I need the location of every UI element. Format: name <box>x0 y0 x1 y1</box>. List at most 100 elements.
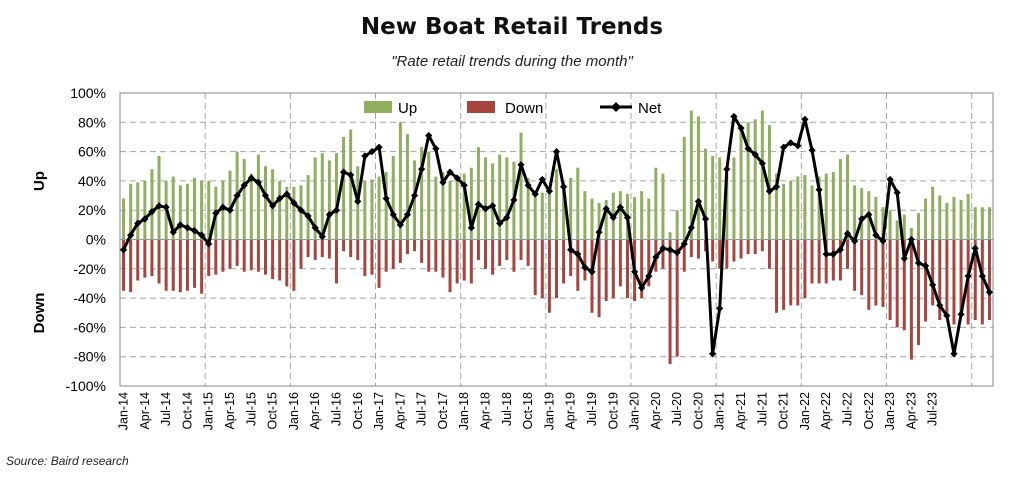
axes <box>119 92 994 387</box>
down-bar <box>760 239 764 252</box>
net-marker <box>787 139 795 147</box>
down-bar <box>916 239 920 345</box>
down-bar <box>505 239 509 261</box>
net-marker <box>581 263 589 271</box>
net-marker <box>950 350 958 358</box>
net-marker <box>645 272 653 280</box>
down-bar <box>796 239 800 306</box>
down-bar <box>164 239 168 291</box>
net-marker <box>964 272 972 280</box>
x-tick-label: Jan-19 <box>542 392 556 430</box>
up-bar <box>718 157 722 240</box>
up-bar <box>767 125 771 240</box>
net-marker <box>893 189 901 197</box>
down-bar <box>143 239 147 278</box>
plot-border <box>119 92 994 387</box>
down-bar <box>952 239 956 325</box>
up-bar <box>278 180 282 240</box>
net-marker <box>609 213 617 222</box>
up-bar <box>796 176 800 240</box>
net-marker <box>183 224 192 232</box>
legend-down-label: Down <box>505 100 543 117</box>
x-tick-label: Oct-20 <box>691 392 705 430</box>
up-bar <box>874 197 878 240</box>
down-bar <box>846 239 849 269</box>
up-bar <box>824 173 828 240</box>
x-tick-label: Jan-21 <box>713 392 727 430</box>
up-bar <box>264 166 267 240</box>
source-note: Source: Baird research <box>6 454 129 468</box>
down-bar <box>753 239 757 255</box>
up-bar <box>434 176 438 240</box>
down-bar <box>271 239 275 280</box>
down-bar <box>150 239 154 277</box>
legend: Up Down Net <box>364 100 662 117</box>
net-marker <box>276 194 284 203</box>
down-bar <box>597 239 601 318</box>
up-bar <box>242 158 246 240</box>
down-bar <box>526 239 530 266</box>
net-marker <box>531 190 539 198</box>
net-marker <box>155 202 163 210</box>
legend-net-label: Net <box>638 100 662 117</box>
up-bar <box>185 183 189 240</box>
net-marker <box>602 205 610 213</box>
y-tick-label: -100% <box>66 378 106 394</box>
net-marker <box>630 268 639 276</box>
net-marker <box>368 148 376 156</box>
down-bar <box>959 239 963 313</box>
up-bar <box>888 210 892 240</box>
y-tick-label: -60% <box>73 319 106 335</box>
up-bar <box>540 192 544 240</box>
up-bar <box>526 177 530 240</box>
up-bar <box>576 167 580 240</box>
x-tick-label: Jan-20 <box>628 392 642 430</box>
down-bar <box>980 239 984 325</box>
down-bar <box>178 239 182 293</box>
down-bar <box>647 239 651 287</box>
up-bar <box>370 179 374 240</box>
net-line <box>119 112 994 358</box>
up-bar <box>916 213 920 240</box>
net-marker <box>375 143 383 151</box>
down-bar <box>462 239 466 281</box>
net-marker <box>822 250 830 258</box>
up-bars <box>122 110 991 240</box>
y-tick-label: 40% <box>78 173 106 189</box>
net-marker <box>616 203 624 211</box>
x-tick-label: Oct-18 <box>521 392 535 430</box>
y-tick-label: 100% <box>70 85 106 101</box>
up-bar <box>590 198 594 240</box>
net-marker <box>134 219 142 227</box>
net-marker <box>403 210 412 219</box>
x-tick-label: Jan-18 <box>457 392 471 430</box>
net-marker <box>659 244 667 252</box>
up-bar <box>413 160 417 240</box>
net-marker <box>638 284 646 292</box>
net-marker <box>332 206 341 214</box>
y-tick-label: -40% <box>73 290 106 306</box>
down-bar <box>576 239 580 291</box>
up-bar <box>696 116 700 240</box>
net-marker <box>829 250 837 258</box>
down-bar <box>299 239 303 269</box>
net-marker <box>325 210 333 219</box>
down-bar <box>363 239 367 277</box>
up-bar <box>249 173 253 240</box>
net-marker <box>723 165 731 173</box>
x-tick-label: Apr-20 <box>649 392 663 430</box>
down-bar <box>746 239 750 255</box>
net-marker <box>914 259 923 267</box>
down-bar <box>583 239 587 281</box>
net-marker <box>666 246 674 254</box>
up-bar <box>980 207 984 240</box>
legend-up-label: Up <box>398 100 417 117</box>
y-tick-label: -20% <box>73 261 106 277</box>
net-marker <box>510 196 518 204</box>
down-bar <box>384 239 388 272</box>
net-marker <box>489 202 497 210</box>
net-marker <box>737 124 745 132</box>
down-bar <box>320 239 324 258</box>
down-bar <box>356 239 360 261</box>
down-bar <box>306 239 310 258</box>
